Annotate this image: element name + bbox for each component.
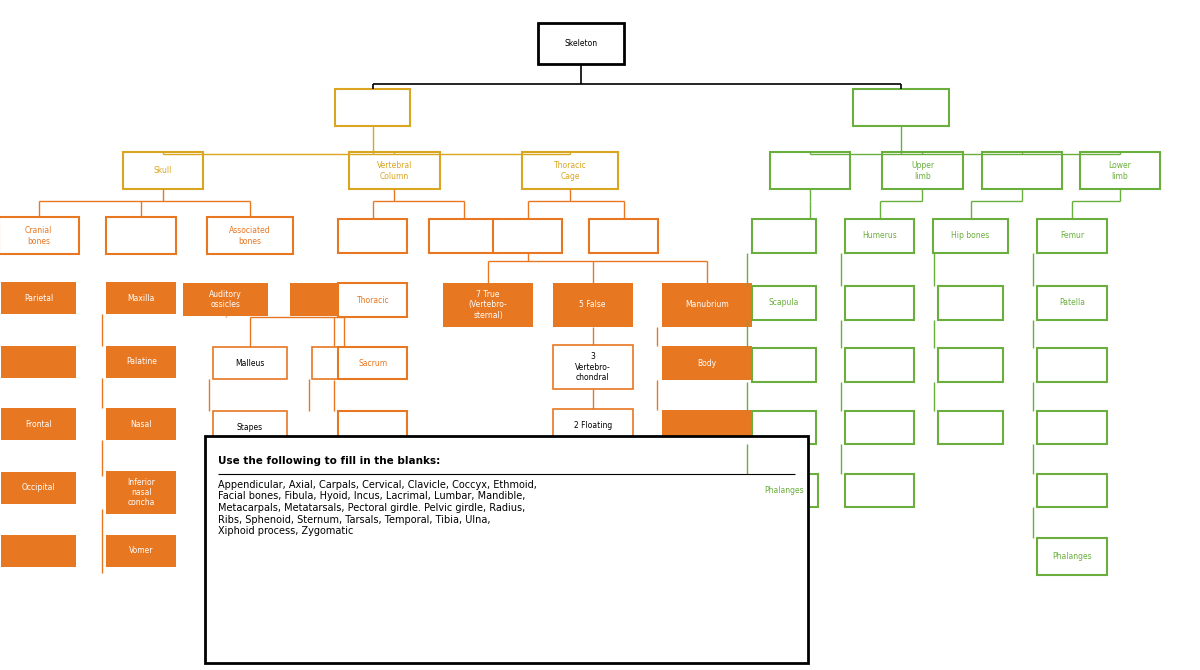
Text: Phalanges: Phalanges [1052,551,1092,561]
FancyBboxPatch shape [589,219,659,253]
FancyBboxPatch shape [749,474,818,507]
FancyBboxPatch shape [845,219,914,253]
Text: Cranial
bones: Cranial bones [25,226,53,245]
FancyBboxPatch shape [751,286,816,320]
FancyBboxPatch shape [770,153,851,190]
FancyBboxPatch shape [338,347,408,379]
FancyBboxPatch shape [107,346,176,378]
Text: 2 Floating: 2 Floating [574,421,612,430]
FancyBboxPatch shape [1,282,76,314]
FancyBboxPatch shape [853,89,949,126]
FancyBboxPatch shape [336,89,410,126]
Text: Hip bones: Hip bones [952,231,990,241]
Text: Palatine: Palatine [126,357,157,366]
FancyBboxPatch shape [661,410,752,445]
FancyBboxPatch shape [845,474,914,507]
FancyBboxPatch shape [338,219,408,253]
Text: Manubrium: Manubrium [685,300,728,310]
FancyBboxPatch shape [1037,219,1106,253]
Text: Upper
limb: Upper limb [911,161,934,180]
FancyBboxPatch shape [553,346,632,389]
FancyBboxPatch shape [661,346,752,380]
FancyBboxPatch shape [182,283,269,316]
Text: Parietal: Parietal [24,293,53,303]
Text: Associated
bones: Associated bones [229,226,271,245]
Text: Use the following to fill in the blanks:: Use the following to fill in the blanks: [218,456,440,466]
FancyBboxPatch shape [751,348,816,382]
FancyBboxPatch shape [845,348,914,382]
Text: Scapula: Scapula [768,298,799,308]
FancyBboxPatch shape [212,347,288,379]
FancyBboxPatch shape [338,411,408,444]
Text: Sacrum: Sacrum [359,358,388,368]
FancyBboxPatch shape [1037,411,1106,444]
Text: Appendicular, Axial, Carpals, Cervical, Clavicle, Coccyx, Ethmoid,
Facial bones,: Appendicular, Axial, Carpals, Cervical, … [218,480,536,536]
FancyBboxPatch shape [938,348,1002,382]
Text: Inferior
nasal
concha: Inferior nasal concha [127,478,155,507]
Text: Nasal: Nasal [131,419,152,429]
Text: Vertebral
Column: Vertebral Column [377,161,412,180]
Text: Skull: Skull [154,166,172,176]
FancyBboxPatch shape [107,471,176,515]
FancyBboxPatch shape [349,153,439,190]
FancyBboxPatch shape [1,346,76,378]
FancyBboxPatch shape [845,411,914,444]
FancyBboxPatch shape [934,219,1008,253]
Text: Phalanges: Phalanges [764,486,804,495]
FancyBboxPatch shape [882,153,962,190]
FancyBboxPatch shape [493,219,563,253]
FancyBboxPatch shape [751,219,816,253]
FancyBboxPatch shape [938,286,1002,320]
FancyBboxPatch shape [845,286,914,320]
FancyBboxPatch shape [1080,153,1160,190]
Text: Maxilla: Maxilla [127,293,155,303]
FancyBboxPatch shape [290,283,360,316]
Text: Femur: Femur [1060,231,1084,241]
Text: Thoracic
Cage: Thoracic Cage [554,161,587,180]
FancyBboxPatch shape [122,153,203,190]
Text: Skeleton: Skeleton [564,39,598,48]
FancyBboxPatch shape [338,283,408,317]
Text: Thoracic: Thoracic [356,295,389,305]
FancyBboxPatch shape [539,23,624,64]
FancyBboxPatch shape [107,535,176,567]
Text: 7 True
(Vertebro-
sternal): 7 True (Vertebro- sternal) [469,290,508,320]
FancyBboxPatch shape [1,535,76,567]
FancyBboxPatch shape [107,282,176,314]
FancyBboxPatch shape [1037,286,1106,320]
FancyBboxPatch shape [661,283,752,327]
Text: 5 False: 5 False [580,300,606,310]
FancyBboxPatch shape [107,408,176,440]
Text: Humerus: Humerus [863,231,898,241]
FancyBboxPatch shape [0,217,79,255]
FancyBboxPatch shape [312,347,376,379]
Text: Malleus: Malleus [235,358,265,368]
Text: Frontal: Frontal [25,419,52,429]
Text: 3
Vertebro-
chondral: 3 Vertebro- chondral [575,352,611,382]
FancyBboxPatch shape [1,472,76,504]
FancyBboxPatch shape [522,153,618,190]
Text: Occipital: Occipital [22,483,55,492]
Text: Auditory
ossicles: Auditory ossicles [209,290,242,309]
Text: Vomer: Vomer [128,546,154,555]
FancyBboxPatch shape [1037,474,1106,507]
Text: Body: Body [697,358,716,368]
FancyBboxPatch shape [938,411,1002,444]
FancyBboxPatch shape [751,411,816,444]
Text: Lower
limb: Lower limb [1109,161,1132,180]
FancyBboxPatch shape [553,409,632,442]
FancyBboxPatch shape [107,217,176,255]
FancyBboxPatch shape [1037,348,1106,382]
FancyBboxPatch shape [443,283,534,327]
FancyBboxPatch shape [208,217,293,255]
FancyBboxPatch shape [1037,537,1106,575]
FancyBboxPatch shape [205,436,809,663]
FancyBboxPatch shape [553,283,632,327]
FancyBboxPatch shape [428,219,498,253]
Text: Patella: Patella [1058,298,1085,308]
FancyBboxPatch shape [1,408,76,440]
FancyBboxPatch shape [982,153,1062,190]
FancyBboxPatch shape [212,411,288,444]
Text: Stapes: Stapes [236,423,263,432]
